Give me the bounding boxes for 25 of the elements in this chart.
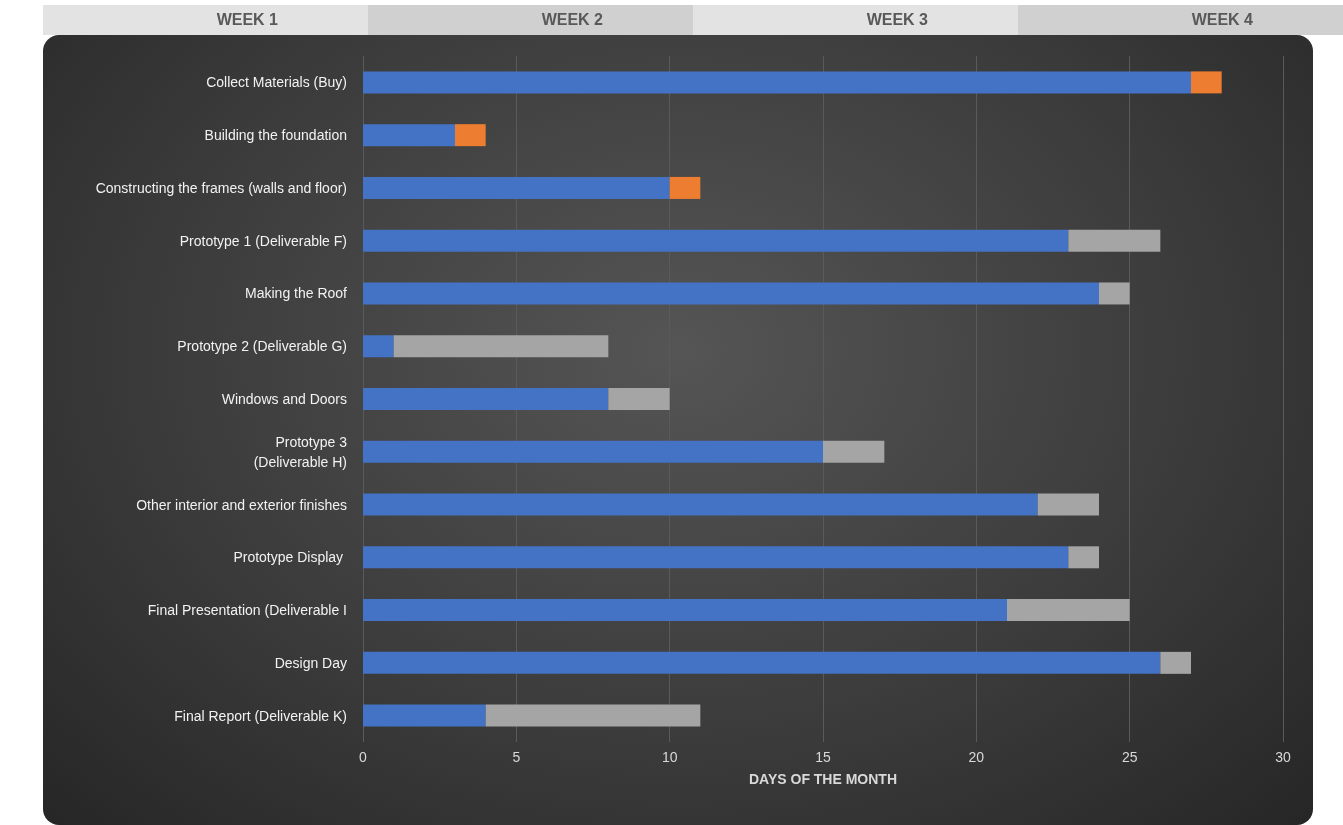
y-tick-label: Building the foundation: [204, 127, 347, 144]
x-tick-label: 15: [815, 749, 831, 765]
y-tick-label: Design Day: [274, 654, 347, 671]
x-tick-label: 5: [512, 749, 521, 765]
y-tick-label: Collect Materials (Buy): [206, 74, 347, 91]
text: WEEK 2: [368, 5, 693, 35]
x-axis-title: DAYS OF THE MONTH: [748, 771, 898, 787]
x-tick-label: 20: [968, 749, 985, 765]
y-tick-label: Prototype 2 (Deliverable G): [177, 338, 347, 355]
y-tick-label: Prototype 3 (Deliverable H): [253, 433, 348, 470]
y-tick-label: Windows and Doors: [221, 391, 347, 407]
y-tick-label: Making the Roof: [245, 285, 348, 302]
text: WEEK 3: [693, 5, 1018, 35]
text: WEEK 1: [43, 5, 368, 35]
x-tick-label: 30: [1275, 749, 1291, 765]
text: WEEK 4: [1018, 5, 1343, 35]
y-tick-label: Final Report (Deliverable K): [174, 707, 347, 724]
x-tick-label: 0: [359, 749, 368, 765]
y-tick-label: Prototype Display: [233, 549, 347, 566]
x-tick-label: 25: [1121, 749, 1138, 765]
y-tick-label: Prototype 1 (Deliverable F): [179, 232, 347, 249]
y-tick-label: Other interior and exterior finishes: [136, 496, 347, 513]
y-tick-label: Final Presentation (Deliverable I: [147, 602, 347, 619]
y-tick-label: Constructing the frames (walls and floor): [95, 179, 347, 196]
x-tick-label: 10: [661, 749, 678, 765]
